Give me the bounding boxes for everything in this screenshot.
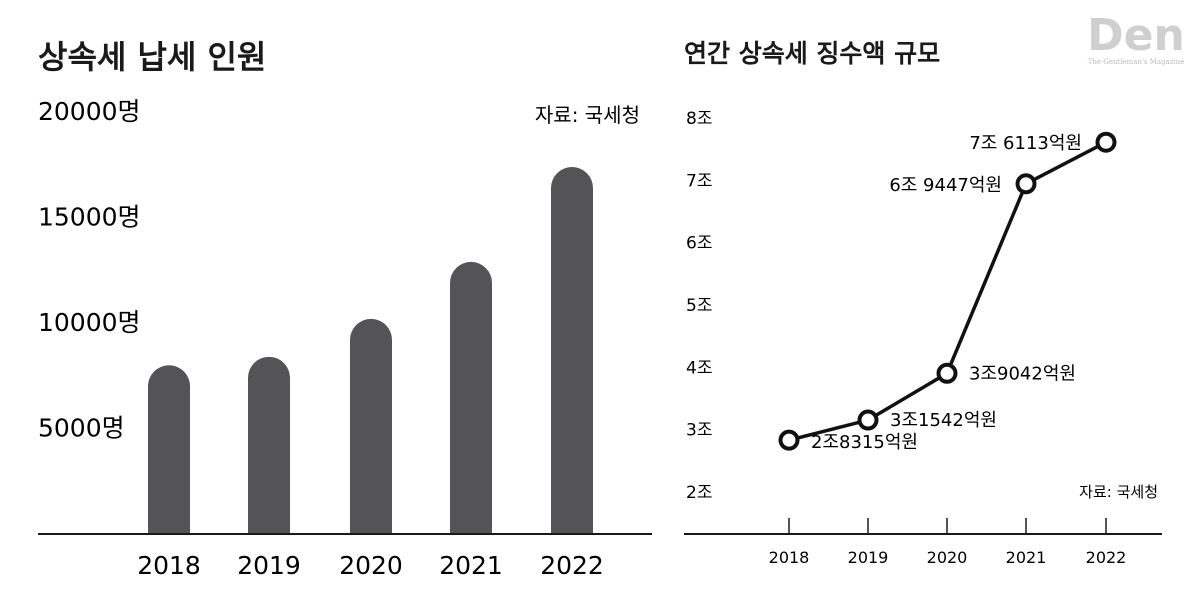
- line-point-2020: [936, 362, 958, 384]
- line-point-2021: [1015, 173, 1037, 195]
- den-logo: Den The Gentleman's Magazine: [1087, 10, 1185, 66]
- line-point-label: 3조1542억원: [890, 410, 997, 431]
- line-point-label: 3조9042억원: [969, 363, 1076, 384]
- line-x-tick-label: 2022: [1086, 548, 1127, 567]
- line-y-axis: 2조 3조 4조 5조 6조 7조 8조: [686, 109, 712, 503]
- bar-2021: [450, 261, 492, 534]
- logo-text: Den: [1087, 10, 1185, 61]
- bar-x-axis: 2018 2019 2020 2021 2022: [137, 551, 604, 580]
- line-chart: 연간 상속세 징수액 규모 자료: 국세청 2조 3조 4조 5조 6조 7조 8조 201…: [684, 39, 1162, 567]
- bar-x-tick-label: 2022: [540, 551, 604, 580]
- bar-y-axis: 5000명 10000명 15000명 20000명: [38, 97, 141, 442]
- line-x-axis: 2018 2019 2020 2021 2022: [769, 518, 1127, 567]
- line-y-tick-label: 2조: [686, 483, 712, 503]
- logo-subtitle: The Gentleman's Magazine: [1088, 58, 1185, 66]
- bar-chart-title: 상속세 납세 인원: [38, 38, 266, 76]
- line-y-tick-label: 3조: [686, 421, 712, 441]
- bar-y-tick-label: 5000명: [38, 414, 125, 443]
- bar-series: [148, 167, 593, 534]
- line-chart-source: 자료: 국세청: [1079, 483, 1158, 501]
- line-point-2019: [857, 409, 879, 431]
- bar-x-tick-label: 2019: [237, 551, 301, 580]
- bar-2018: [148, 365, 190, 534]
- line-x-tick-label: 2021: [1006, 548, 1047, 567]
- line-point-label: 6조 9447억원: [889, 175, 1002, 196]
- line-y-tick-label: 5조: [686, 296, 712, 316]
- bar-2020: [350, 318, 392, 534]
- line-y-tick-label: 8조: [686, 109, 712, 129]
- line-y-tick-label: 6조: [686, 234, 712, 254]
- line-chart-title: 연간 상속세 징수액 규모: [684, 39, 940, 68]
- bar-y-tick-label: 10000명: [38, 308, 141, 337]
- bar-chart: 상속세 납세 인원 자료: 국세청 5000명 10000명 15000명 20000…: [38, 38, 652, 580]
- bar-x-tick-label: 2018: [137, 551, 201, 580]
- bar-x-tick-label: 2020: [339, 551, 403, 580]
- line-x-tick-label: 2020: [927, 548, 968, 567]
- line-y-tick-label: 7조: [686, 171, 712, 191]
- bar-y-tick-label: 15000명: [38, 203, 141, 232]
- bar-2019: [248, 356, 290, 534]
- line-x-tick-label: 2018: [769, 548, 810, 567]
- line-point-label: 2조8315억원: [811, 432, 918, 453]
- line-point-label: 7조 6113억원: [969, 133, 1082, 154]
- bar-x-tick-label: 2021: [439, 551, 503, 580]
- line-point-2018: [778, 429, 800, 451]
- line-y-tick-label: 4조: [686, 358, 712, 378]
- bar-chart-source: 자료: 국세청: [535, 103, 640, 127]
- bar-2022: [551, 167, 593, 534]
- line-point-2022: [1095, 131, 1117, 153]
- line-x-tick-label: 2019: [848, 548, 889, 567]
- bar-y-tick-label: 20000명: [38, 97, 141, 126]
